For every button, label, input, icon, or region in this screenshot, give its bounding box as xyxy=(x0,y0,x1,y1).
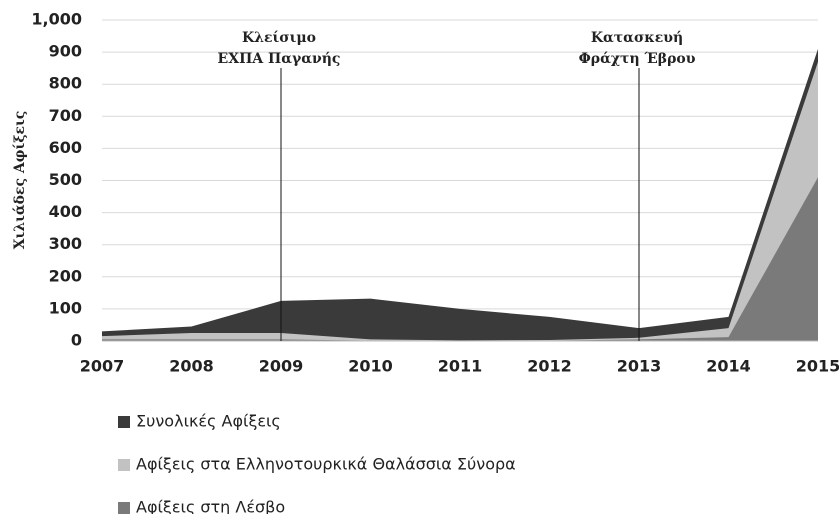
y-axis-label: Χιλιάδες Αφίξεις xyxy=(11,111,28,250)
x-tick-label: 2011 xyxy=(438,357,483,376)
legend-label: Αφίξεις στη Λέσβο xyxy=(136,498,285,514)
legend-label: Αφίξεις στα Ελληνοτουρκικά Θαλάσσια Σύνο… xyxy=(136,455,516,474)
legend-label: Συνολικές Αφίξεις xyxy=(136,412,281,431)
y-tick-label: 400 xyxy=(49,202,82,221)
x-tick-label: 2008 xyxy=(169,357,214,376)
y-tick-label: 900 xyxy=(49,42,82,61)
annotation-text: Φράχτη Έβρου xyxy=(579,51,696,67)
y-tick-label: 0 xyxy=(71,331,82,350)
y-tick-label: 600 xyxy=(49,138,82,157)
y-tick-label: 200 xyxy=(49,266,82,285)
x-tick-label: 2015 xyxy=(796,357,839,376)
x-tick-label: 2012 xyxy=(527,357,572,376)
y-tick-label: 100 xyxy=(49,298,82,317)
legend-swatch xyxy=(118,459,130,471)
x-tick-label: 2007 xyxy=(80,357,125,376)
legend-swatch xyxy=(118,416,130,428)
legend-swatch xyxy=(118,502,130,514)
y-tick-label: 700 xyxy=(49,106,82,125)
area xyxy=(102,177,818,341)
x-tick-label: 2014 xyxy=(706,357,751,376)
annotation-text: Κατασκευή xyxy=(591,30,683,46)
x-tick-label: 2013 xyxy=(617,357,662,376)
y-tick-label: 1,000 xyxy=(31,10,82,29)
area xyxy=(102,48,818,341)
y-tick-label: 500 xyxy=(49,170,82,189)
annotation-text: ΕΧΠΑ Παγανής xyxy=(218,51,341,67)
annotation-text: Κλείσιμο xyxy=(242,29,316,46)
x-tick-label: 2010 xyxy=(348,357,393,376)
y-tick-label: 300 xyxy=(49,234,82,253)
x-tick-label: 2009 xyxy=(259,357,304,376)
area xyxy=(102,61,818,341)
y-tick-label: 800 xyxy=(49,74,82,93)
